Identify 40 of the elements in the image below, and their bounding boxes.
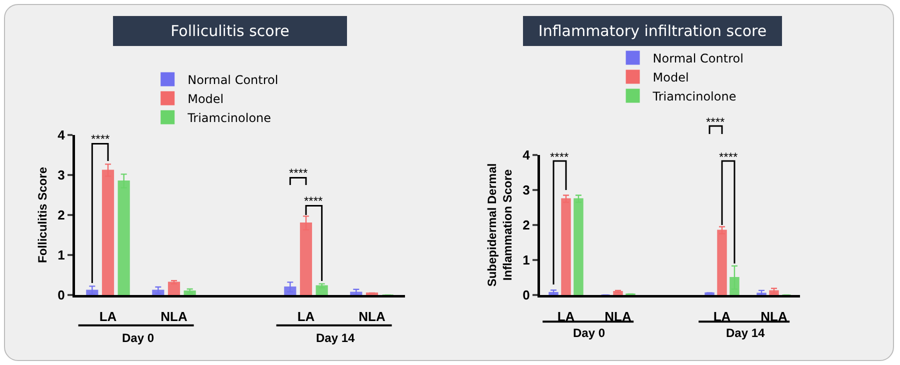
y-tick-label: 3 bbox=[522, 182, 530, 198]
y-tick-label: 1 bbox=[58, 248, 65, 263]
text: Day 0 bbox=[573, 326, 606, 340]
y-tick-label: 0 bbox=[522, 288, 530, 303]
y-tick-label: 1 bbox=[522, 252, 530, 268]
legend-label: Normal Control bbox=[652, 51, 744, 66]
bar bbox=[574, 198, 584, 295]
bar bbox=[168, 282, 180, 295]
legend-label: Model bbox=[188, 92, 224, 106]
text: **** bbox=[706, 115, 726, 129]
y-axis-title: Subepidermal Dermal Inflammation Score bbox=[485, 163, 515, 287]
y-axis-title: Folliculitis Score bbox=[36, 166, 50, 264]
legend-label: Model bbox=[652, 70, 689, 84]
y-tick-label: 2 bbox=[58, 208, 65, 223]
chart-title: Folliculitis score bbox=[113, 16, 347, 46]
x-tick-label: LA bbox=[99, 309, 118, 324]
x-tick-label: LA bbox=[713, 309, 732, 324]
legend-label: Triamcinolone bbox=[186, 110, 272, 125]
text: Day 14 bbox=[726, 326, 766, 340]
annotation: **** bbox=[550, 150, 570, 164]
text: Day 0 bbox=[122, 331, 154, 345]
annotation: **** bbox=[289, 166, 308, 180]
x-tick-label: LA bbox=[557, 309, 576, 324]
x-tick-label: LA bbox=[297, 309, 316, 324]
y-tick-label: 4 bbox=[522, 148, 531, 163]
y-tick-label: 3 bbox=[58, 168, 65, 183]
legend-label: Normal Control bbox=[188, 72, 278, 87]
annotation: **** bbox=[304, 194, 324, 208]
x-tick-label: NLA bbox=[160, 309, 188, 324]
x-tick-label: NLA bbox=[358, 309, 386, 324]
x-tick-label: NLA bbox=[604, 309, 632, 324]
x-tick-label: NLA bbox=[760, 309, 788, 324]
text: Day 14 bbox=[316, 331, 356, 345]
chart-title: Inflammatory infiltration score bbox=[523, 16, 782, 46]
annotation: **** bbox=[91, 132, 110, 146]
annotation: **** bbox=[719, 150, 738, 164]
y-tick-label: 0 bbox=[58, 288, 65, 303]
legend-label: Triamcinolone bbox=[652, 89, 736, 104]
y-tick-label: 2 bbox=[522, 218, 530, 233]
y-tick-label: 4 bbox=[58, 128, 66, 143]
